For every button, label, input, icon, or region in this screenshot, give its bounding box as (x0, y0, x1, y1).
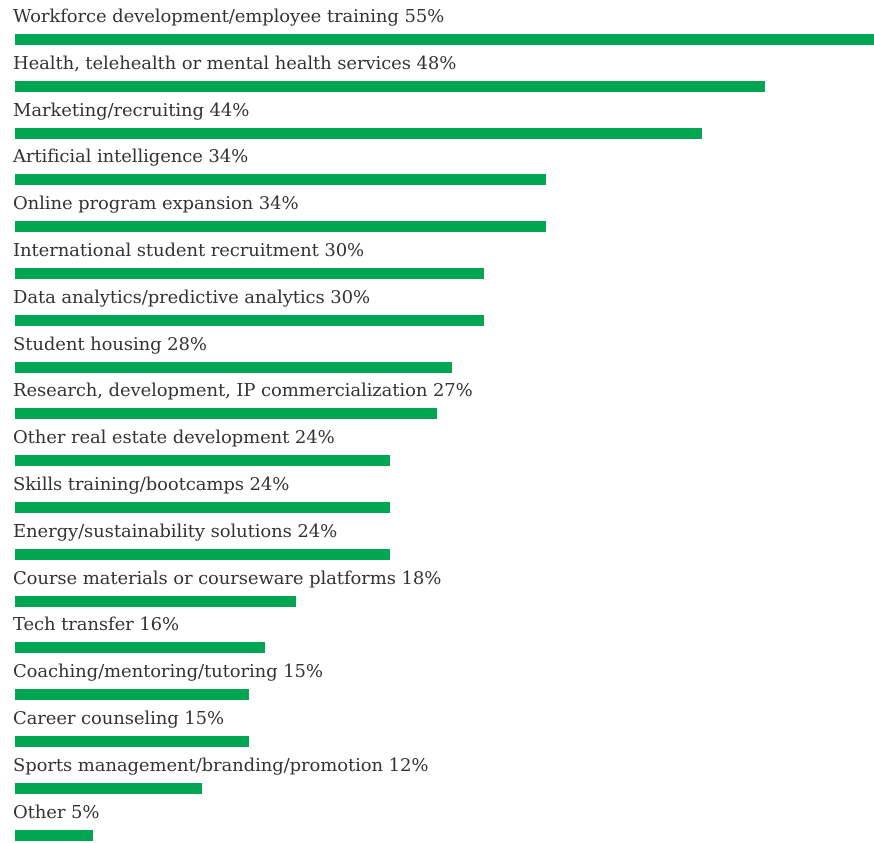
bar-row: Other real estate development 24% (0, 421, 874, 468)
bar (15, 268, 484, 279)
category-label: Energy/sustainability solutions (13, 520, 292, 542)
category-label: Online program expansion (13, 193, 254, 215)
bar (15, 221, 547, 233)
bar (15, 642, 265, 654)
bar-label: Other real estate development 24% (13, 427, 335, 449)
bar-row: Skills training/bootcamps 24% (0, 468, 874, 515)
value-label: 24% (294, 427, 335, 449)
bar (15, 736, 250, 747)
value-label: 15% (184, 708, 225, 729)
bar-row: Marketing/recruiting 44% (0, 94, 874, 141)
bar (15, 829, 94, 841)
value-label: 34% (258, 193, 299, 215)
bar-row: Course materials or courseware platforms… (0, 562, 874, 609)
bar-label: Marketing/recruiting 44% (13, 100, 249, 122)
category-label: Other real estate development (13, 427, 290, 449)
bar-row: Student housing 28% (0, 328, 874, 375)
bar-label: Tech transfer 16% (13, 614, 179, 636)
value-label: 34% (208, 146, 249, 168)
bar-label: Career counseling 15% (13, 708, 224, 730)
bar-label: Data analytics/predictive analytics 30% (13, 287, 370, 309)
bar-row: Online program expansion 34% (0, 187, 874, 234)
value-label: 27% (432, 380, 473, 402)
bar (15, 408, 437, 420)
value-label: 18% (401, 567, 442, 589)
bar-row: Workforce development/employee training … (0, 0, 874, 47)
category-label: Artificial intelligence (13, 146, 203, 168)
category-label: Marketing/recruiting (13, 99, 204, 121)
value-label: 44% (209, 99, 250, 121)
category-label: Student housing (13, 333, 162, 355)
value-label: 48% (416, 52, 457, 74)
category-label: Other (13, 801, 66, 823)
category-label: International student recruitment (13, 240, 319, 261)
bar (15, 502, 390, 513)
bar (15, 361, 453, 373)
bar-label: Workforce development/employee training … (13, 6, 444, 28)
category-label: Workforce development/employee training (13, 6, 399, 27)
bar-label: Artificial intelligence 34% (13, 146, 248, 168)
category-label: Career counseling (13, 708, 179, 729)
bar-row: Artificial intelligence 34% (0, 140, 874, 187)
bar-row: Coaching/mentoring/tutoring 15% (0, 655, 874, 702)
bar-label: Sports management/branding/promotion 12% (13, 755, 428, 777)
value-label: 16% (139, 614, 180, 636)
bar-label: Research, development, IP commercializat… (13, 380, 473, 402)
bar-label: Online program expansion 34% (13, 193, 299, 215)
bar (15, 314, 484, 326)
category-label: Research, development, IP commercializat… (13, 380, 428, 402)
bar-label: Other 5% (13, 802, 99, 824)
bar-label: International student recruitment 30% (13, 240, 364, 262)
bar-label: Coaching/mentoring/tutoring 15% (13, 661, 323, 683)
bar (15, 34, 874, 45)
bar-row: Health, telehealth or mental health serv… (0, 47, 874, 94)
bar (15, 689, 250, 701)
bar-label: Student housing 28% (13, 334, 207, 356)
bar-row: Tech transfer 16% (0, 608, 874, 655)
bar-label: Skills training/bootcamps 24% (13, 474, 289, 496)
value-label: 24% (249, 474, 290, 495)
bar-row: Energy/sustainability solutions 24% (0, 515, 874, 562)
category-label: Sports management/branding/promotion (13, 754, 383, 776)
bar-label: Energy/sustainability solutions 24% (13, 521, 337, 543)
bar (15, 80, 765, 92)
bar-row: Career counseling 15% (0, 702, 874, 749)
value-label: 12% (388, 754, 429, 776)
bar-row: Other 5% (0, 796, 874, 843)
bar-label: Course materials or courseware platforms… (13, 568, 441, 590)
category-label: Health, telehealth or mental health serv… (13, 52, 411, 74)
bar-row: Data analytics/predictive analytics 30% (0, 281, 874, 328)
bar (15, 127, 703, 139)
category-label: Data analytics/predictive analytics (13, 286, 325, 308)
bar (15, 595, 297, 607)
bar-label: Health, telehealth or mental health serv… (13, 53, 456, 75)
bar-row: International student recruitment 30% (0, 234, 874, 281)
value-label: 30% (330, 286, 371, 308)
category-label: Coaching/mentoring/tutoring (13, 661, 278, 683)
category-label: Course materials or courseware platforms (13, 567, 396, 589)
value-label: 5% (70, 801, 100, 823)
bar (15, 782, 203, 794)
bar-row: Research, development, IP commercializat… (0, 374, 874, 421)
category-label: Skills training/bootcamps (13, 474, 244, 495)
category-label: Tech transfer (13, 614, 134, 636)
value-label: 15% (283, 661, 323, 683)
value-label: 28% (167, 333, 207, 355)
bar-row: Sports management/branding/promotion 12% (0, 749, 874, 796)
value-label: 24% (297, 520, 338, 542)
value-label: 30% (324, 240, 365, 261)
bar (15, 174, 547, 186)
bar (15, 455, 390, 467)
value-label: 55% (404, 6, 445, 27)
bar (15, 548, 390, 560)
